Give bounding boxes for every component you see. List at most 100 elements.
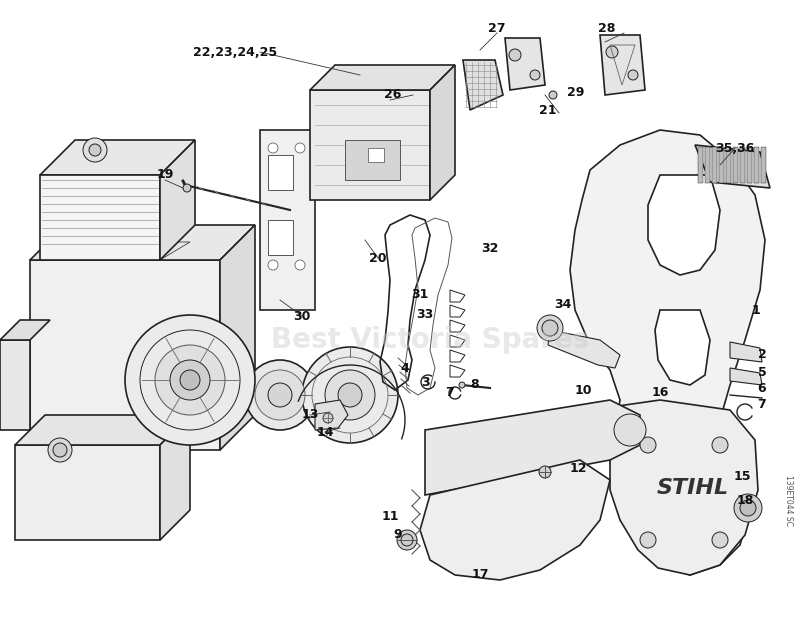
Circle shape: [295, 143, 305, 153]
Circle shape: [712, 532, 728, 548]
Polygon shape: [40, 242, 190, 260]
Polygon shape: [260, 130, 315, 310]
Polygon shape: [315, 400, 348, 430]
Text: 18: 18: [736, 493, 754, 507]
Polygon shape: [0, 340, 30, 430]
Polygon shape: [505, 38, 545, 90]
Text: 28: 28: [598, 21, 616, 35]
Circle shape: [268, 383, 292, 407]
Text: 12: 12: [570, 462, 586, 474]
Polygon shape: [30, 225, 255, 260]
Text: 31: 31: [411, 289, 429, 302]
Polygon shape: [726, 147, 731, 183]
Circle shape: [740, 500, 756, 516]
Text: 11: 11: [382, 510, 398, 522]
Text: 4: 4: [401, 362, 410, 374]
Text: 22,23,24,25: 22,23,24,25: [193, 45, 277, 59]
Circle shape: [268, 260, 278, 270]
Bar: [368, 148, 384, 162]
Polygon shape: [648, 175, 720, 275]
Polygon shape: [40, 181, 190, 199]
Text: 20: 20: [370, 251, 386, 265]
Text: 10: 10: [574, 384, 592, 396]
Text: 17: 17: [471, 568, 489, 581]
Circle shape: [542, 320, 558, 336]
Polygon shape: [570, 130, 765, 575]
Circle shape: [83, 138, 107, 162]
Polygon shape: [695, 145, 770, 188]
Polygon shape: [160, 140, 195, 260]
Text: 8: 8: [470, 379, 479, 391]
Circle shape: [401, 534, 413, 546]
Circle shape: [712, 437, 728, 453]
Polygon shape: [540, 400, 758, 575]
Text: 5: 5: [758, 365, 766, 379]
Text: 7: 7: [446, 386, 454, 399]
Polygon shape: [220, 225, 255, 450]
Polygon shape: [747, 147, 752, 183]
Text: 13: 13: [302, 408, 318, 421]
Polygon shape: [430, 65, 455, 200]
Circle shape: [397, 530, 417, 550]
Circle shape: [614, 414, 646, 446]
Polygon shape: [420, 460, 610, 580]
Circle shape: [338, 383, 362, 407]
Text: 1: 1: [752, 304, 760, 316]
Polygon shape: [15, 415, 190, 445]
Polygon shape: [40, 205, 190, 224]
Text: 27: 27: [488, 21, 506, 35]
Text: 2: 2: [758, 348, 766, 362]
Polygon shape: [40, 140, 195, 175]
Circle shape: [295, 260, 305, 270]
Circle shape: [125, 315, 255, 445]
Text: 29: 29: [567, 86, 585, 98]
Text: 15: 15: [734, 471, 750, 483]
Circle shape: [302, 347, 398, 443]
Text: Best Victoria Spares: Best Victoria Spares: [271, 326, 589, 354]
Circle shape: [606, 46, 618, 58]
Bar: [268, 220, 293, 255]
Circle shape: [628, 70, 638, 80]
Polygon shape: [754, 147, 759, 183]
Circle shape: [539, 466, 551, 478]
Text: 7: 7: [758, 398, 766, 411]
Polygon shape: [40, 230, 190, 248]
Circle shape: [509, 49, 521, 61]
Text: STIHL: STIHL: [657, 478, 729, 498]
Text: 21: 21: [539, 103, 557, 117]
Polygon shape: [0, 320, 50, 340]
Polygon shape: [719, 147, 724, 183]
Bar: [345, 140, 400, 180]
Text: 16: 16: [651, 386, 669, 399]
Polygon shape: [698, 147, 703, 183]
Text: 26: 26: [384, 88, 402, 101]
Text: 30: 30: [294, 309, 310, 323]
Circle shape: [268, 143, 278, 153]
Circle shape: [89, 144, 101, 156]
Polygon shape: [655, 310, 710, 385]
Circle shape: [155, 345, 225, 415]
Polygon shape: [40, 175, 160, 260]
Circle shape: [530, 70, 540, 80]
Polygon shape: [730, 368, 762, 385]
Circle shape: [640, 532, 656, 548]
Text: 19: 19: [156, 168, 174, 181]
Polygon shape: [40, 218, 190, 236]
Circle shape: [183, 184, 191, 192]
Polygon shape: [310, 65, 455, 90]
Circle shape: [459, 382, 465, 388]
Text: 34: 34: [554, 299, 572, 311]
Text: 6: 6: [758, 382, 766, 394]
Circle shape: [537, 315, 563, 341]
Polygon shape: [40, 193, 190, 212]
Text: 33: 33: [416, 309, 434, 321]
Circle shape: [549, 91, 557, 99]
Polygon shape: [761, 147, 766, 183]
Polygon shape: [733, 147, 738, 183]
Polygon shape: [730, 342, 762, 362]
Polygon shape: [30, 260, 220, 450]
Text: 32: 32: [482, 241, 498, 255]
Bar: [268, 155, 293, 190]
Polygon shape: [425, 400, 640, 495]
Polygon shape: [160, 415, 190, 540]
